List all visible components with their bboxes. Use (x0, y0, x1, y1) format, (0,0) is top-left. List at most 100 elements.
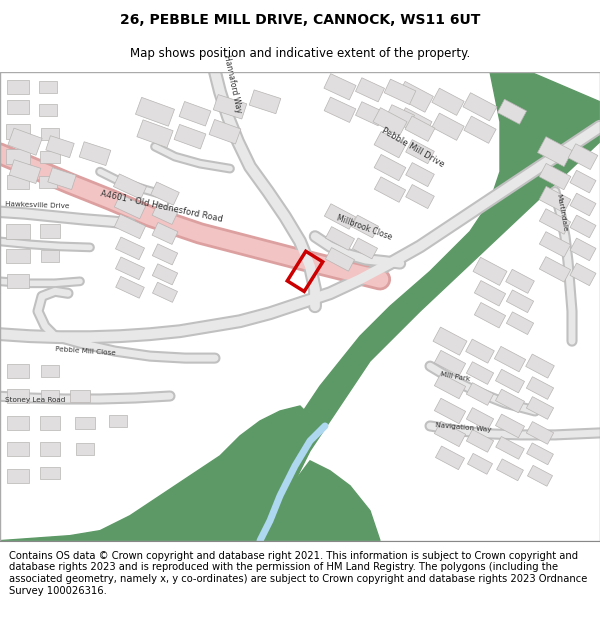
Polygon shape (356, 102, 385, 126)
Polygon shape (570, 215, 596, 238)
Text: Stoney Lea Road: Stoney Lea Road (5, 397, 65, 403)
Polygon shape (526, 377, 554, 399)
Polygon shape (40, 442, 60, 456)
Polygon shape (527, 443, 553, 465)
Polygon shape (497, 99, 527, 124)
Polygon shape (432, 88, 464, 116)
Polygon shape (539, 257, 571, 282)
Polygon shape (6, 249, 30, 263)
Polygon shape (6, 224, 30, 239)
Polygon shape (7, 442, 29, 456)
Polygon shape (374, 131, 406, 158)
Polygon shape (506, 312, 533, 334)
Polygon shape (466, 429, 494, 452)
Polygon shape (41, 365, 59, 377)
Polygon shape (7, 274, 29, 288)
Polygon shape (539, 232, 571, 257)
Polygon shape (7, 174, 29, 189)
Polygon shape (526, 422, 554, 444)
Polygon shape (137, 120, 173, 148)
Polygon shape (570, 263, 596, 286)
Polygon shape (434, 398, 466, 424)
Polygon shape (249, 90, 281, 114)
Polygon shape (41, 390, 59, 402)
Polygon shape (41, 251, 59, 262)
Polygon shape (352, 238, 377, 259)
Polygon shape (115, 214, 146, 239)
Polygon shape (386, 105, 415, 129)
Polygon shape (79, 142, 111, 166)
Polygon shape (325, 248, 355, 271)
Polygon shape (496, 389, 524, 412)
Polygon shape (39, 104, 57, 116)
Polygon shape (570, 170, 596, 193)
Polygon shape (352, 215, 379, 238)
Polygon shape (39, 81, 57, 93)
Polygon shape (434, 351, 466, 376)
Polygon shape (374, 177, 406, 202)
Polygon shape (6, 149, 30, 164)
Polygon shape (568, 144, 598, 169)
Polygon shape (497, 459, 523, 481)
Text: Martindale: Martindale (555, 194, 568, 232)
Polygon shape (374, 154, 406, 181)
Polygon shape (75, 417, 95, 429)
Polygon shape (538, 137, 572, 167)
Polygon shape (174, 124, 206, 149)
Polygon shape (570, 238, 596, 261)
Polygon shape (494, 346, 526, 372)
Polygon shape (373, 107, 407, 136)
Polygon shape (496, 436, 524, 459)
Polygon shape (570, 193, 596, 216)
Polygon shape (179, 101, 211, 126)
Polygon shape (496, 369, 524, 393)
Polygon shape (109, 415, 127, 427)
Polygon shape (406, 162, 434, 187)
Polygon shape (466, 339, 494, 363)
Polygon shape (526, 354, 554, 378)
Text: Millbrook Close: Millbrook Close (335, 213, 393, 241)
Polygon shape (467, 453, 493, 474)
Polygon shape (466, 362, 494, 384)
Polygon shape (527, 466, 553, 486)
Polygon shape (48, 168, 76, 189)
Polygon shape (7, 389, 29, 403)
Polygon shape (213, 94, 247, 119)
Polygon shape (466, 382, 494, 406)
Polygon shape (539, 186, 571, 213)
Text: Hannaford Way: Hannaford Way (222, 54, 243, 114)
Polygon shape (41, 127, 59, 140)
Polygon shape (40, 224, 60, 238)
Polygon shape (0, 406, 310, 541)
Polygon shape (405, 116, 435, 141)
Polygon shape (539, 163, 571, 190)
Text: Contains OS data © Crown copyright and database right 2021. This information is : Contains OS data © Crown copyright and d… (9, 551, 587, 596)
Text: Pebble Mill Drive: Pebble Mill Drive (380, 126, 446, 169)
Polygon shape (398, 107, 432, 136)
Polygon shape (463, 92, 497, 121)
Polygon shape (526, 397, 554, 419)
Polygon shape (39, 176, 57, 188)
Polygon shape (115, 237, 145, 260)
Polygon shape (9, 160, 41, 184)
Polygon shape (506, 269, 535, 293)
Text: Mill Park: Mill Park (440, 371, 471, 382)
Polygon shape (434, 373, 466, 399)
Polygon shape (406, 184, 434, 209)
Polygon shape (324, 74, 356, 100)
Polygon shape (40, 467, 60, 479)
Text: Hawkesville Drive: Hawkesville Drive (5, 201, 70, 209)
Polygon shape (464, 116, 496, 143)
Polygon shape (46, 136, 74, 158)
Text: A4601 - Old Hednesford Road: A4601 - Old Hednesford Road (100, 189, 224, 224)
Text: Navigation Way: Navigation Way (435, 422, 491, 433)
Polygon shape (436, 446, 464, 469)
Polygon shape (325, 204, 356, 229)
Polygon shape (152, 264, 178, 285)
Polygon shape (432, 113, 464, 141)
Polygon shape (240, 72, 600, 541)
Polygon shape (152, 222, 178, 244)
Polygon shape (356, 78, 385, 102)
Polygon shape (7, 416, 29, 430)
Polygon shape (433, 327, 467, 355)
